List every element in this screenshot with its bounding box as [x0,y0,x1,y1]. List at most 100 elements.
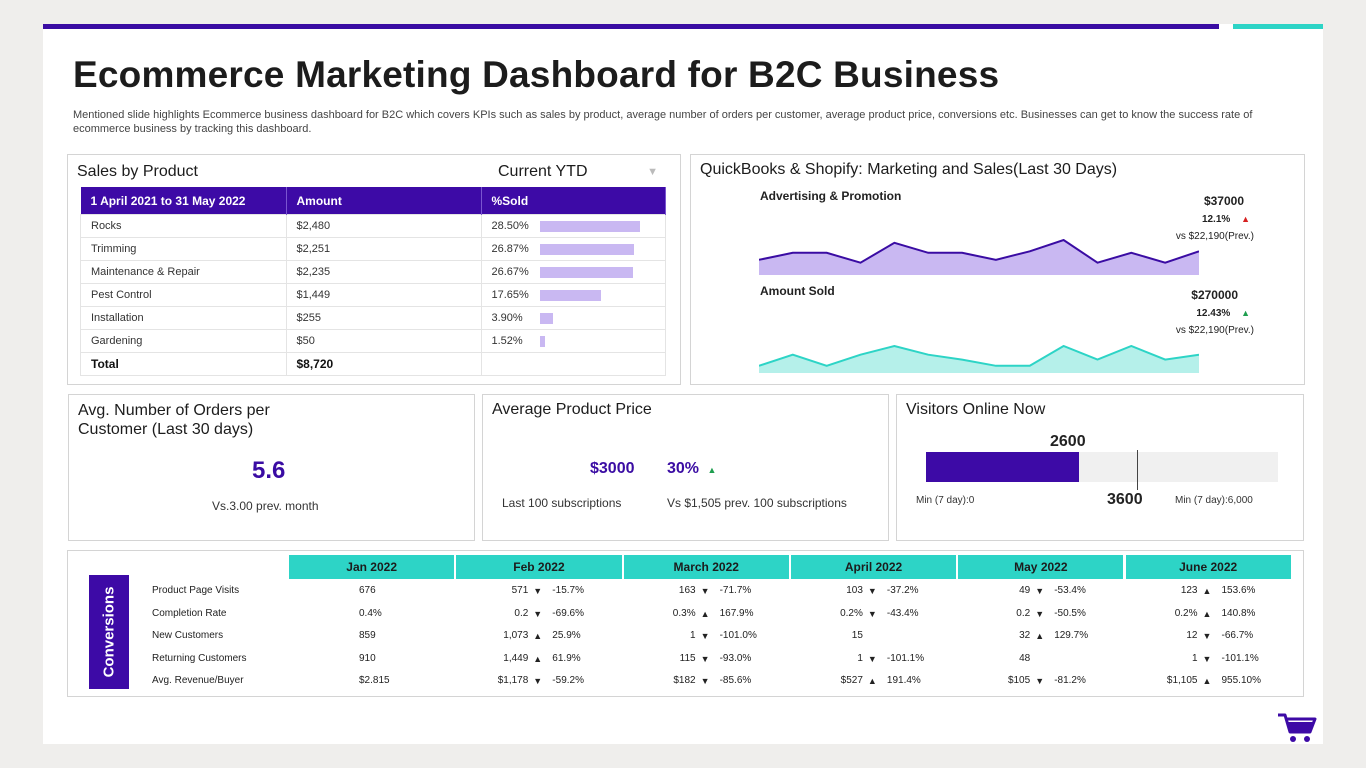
table-row: Maintenance & Repair $2,235 26.67% [80,260,666,284]
visitors-title: Visitors Online Now [906,401,1046,418]
conversion-change: -53.4% [1054,585,1086,596]
sold-percent: 26.87% [491,243,529,255]
conversion-value: 1,449 [503,652,529,664]
avg-orders-value: 5.6 [252,457,286,484]
current-ytd-label: Current YTD [498,163,588,180]
triangle-up-icon: ▲ [700,608,710,619]
product-name: Pest Control [80,283,287,307]
avg-price-value: $3000 [590,460,635,477]
conversion-row-label: Returning Customers [152,652,247,664]
triangle-down-icon: ▼ [700,653,710,664]
conversion-value: 49 [1019,585,1031,596]
sales-table: 1 April 2021 to 31 May 2022 Amount %Sold… [80,187,666,376]
conversion-value: 123 [1180,585,1198,596]
conversions-label-box: Conversions [89,575,129,689]
sales-by-product-panel: Sales by Product Current YTD ▼ 1 April 2… [67,154,681,385]
sparkline-area [759,346,1199,373]
triangle-up-icon: ▲ [533,653,543,664]
advertising-change-row: 12.1% ▲ [1202,214,1250,225]
triangle-down-icon: ▼ [700,631,710,641]
advertising-value: $37000 [1203,194,1244,208]
product-sold: 28.50% [480,214,666,238]
triangle-up-icon: ▲ [1241,308,1250,318]
triangle-up-icon: ▲ [1241,214,1250,224]
sparkline-line [759,239,1199,264]
month-header: Feb 2022 [456,555,624,579]
conversion-value: 676 [359,585,376,596]
triangle-down-icon: ▼ [1202,631,1212,641]
avg-price-note-left: Last 100 subscriptions [502,496,622,510]
current-ytd-dropdown[interactable]: Current YTD ▼ [498,163,664,183]
conversion-value: 0.2% [1174,607,1198,619]
triangle-down-icon: ▼ [647,166,658,178]
sales-panel-title: Sales by Product [77,163,198,180]
conversion-change: -85.6% [719,675,752,686]
avg-price-percent-row: 30% ▲ [667,460,716,478]
product-amount: $2,480 [285,214,482,238]
sold-percent: 1.52% [491,335,523,347]
conversion-value: 0.2 [514,607,529,619]
conversion-value: 571 [511,585,529,596]
conversion-value: 0.3% [672,607,696,619]
col-header-period: 1 April 2021 to 31 May 2022 [80,187,287,215]
sold-percent: 28.50% [491,220,529,232]
table-row: Rocks $2,480 28.50% [80,214,666,238]
conversion-value: 1 [690,630,696,641]
conversion-value: 163 [678,585,696,596]
product-name: Trimming [80,237,287,261]
cart-icon [1278,713,1317,742]
conversions-panel: Conversions Jan 2022 Feb 2022 March 2022 Ap… [67,550,1304,697]
conversion-value: $1,105 [1166,675,1198,686]
conversion-row-label: Completion Rate [152,607,227,619]
conversion-value: 859 [359,630,376,641]
triangle-down-icon: ▼ [867,653,877,664]
product-amount: $2,251 [285,237,482,261]
amount-sold-value: $270000 [1191,288,1238,302]
conversion-change: 140.8% [1221,607,1256,619]
conversion-value: $2.815 [359,675,390,686]
conversion-value: $182 [673,675,696,686]
product-name: Installation [80,306,287,330]
triangle-up-icon: ▲ [533,631,543,641]
month-header: Jan 2022 [289,555,457,579]
conversion-value: 0.2% [840,607,863,619]
triangle-down-icon: ▼ [700,586,710,596]
table-row: Gardening $50 1.52% [80,329,666,353]
product-sold: 1.52% [480,329,666,353]
conversion-change: -93.0% [719,652,752,664]
conversion-change: -37.2% [886,585,919,596]
table-row: Trimming $2,251 26.87% [80,237,666,261]
conversion-change: -50.5% [1054,607,1086,619]
sold-bar [539,312,554,324]
triangle-down-icon: ▼ [533,608,543,619]
sold-percent: 17.65% [491,289,529,301]
conversion-row-label: Product Page Visits [152,585,240,596]
visitors-min-label: Min (7 day):0 [916,495,975,506]
triangle-down-icon: ▼ [533,586,543,596]
conversion-value: 0.4% [359,607,382,619]
amount-sold-change-row: 12.43% ▲ [1196,308,1250,319]
conversion-change: 25.9% [552,630,581,641]
conversion-row-label: Avg. Revenue/Buyer [152,675,244,686]
triangle-up-icon: ▲ [1035,631,1045,641]
sales-table-header: 1 April 2021 to 31 May 2022 Amount %Sold [80,187,666,215]
conversion-change: -101.1% [1221,652,1259,664]
conversion-value: 103 [846,585,863,596]
visitors-max-label: Min (7 day):6,000 [1175,495,1253,506]
avg-price-percent: 30% [667,460,700,477]
product-amount: $50 [285,329,482,353]
product-sold: 26.87% [480,237,666,261]
accent-bar-teal [1233,24,1323,29]
avg-price-note-right: Vs $1,505 prev. 100 subscriptions [667,496,847,510]
visitors-gauge-track [926,450,1278,490]
avg-orders-panel: Avg. Number of Orders per Customer (Last… [68,394,475,541]
table-row: Installation $255 3.90% [80,306,666,330]
conversion-change: -43.4% [886,607,919,619]
avg-price-panel: Average Product Price $3000 30% ▲ Last 1… [482,394,889,541]
conversion-value: 15 [851,630,863,641]
quickbooks-shopify-panel: QuickBooks & Shopify: Marketing and Sale… [690,154,1305,385]
conversion-value: 115 [679,652,696,664]
conversion-value: $1,178 [497,675,529,686]
slide: Ecommerce Marketing Dashboard for B2C Bu… [43,24,1323,744]
sold-bar [539,289,602,301]
